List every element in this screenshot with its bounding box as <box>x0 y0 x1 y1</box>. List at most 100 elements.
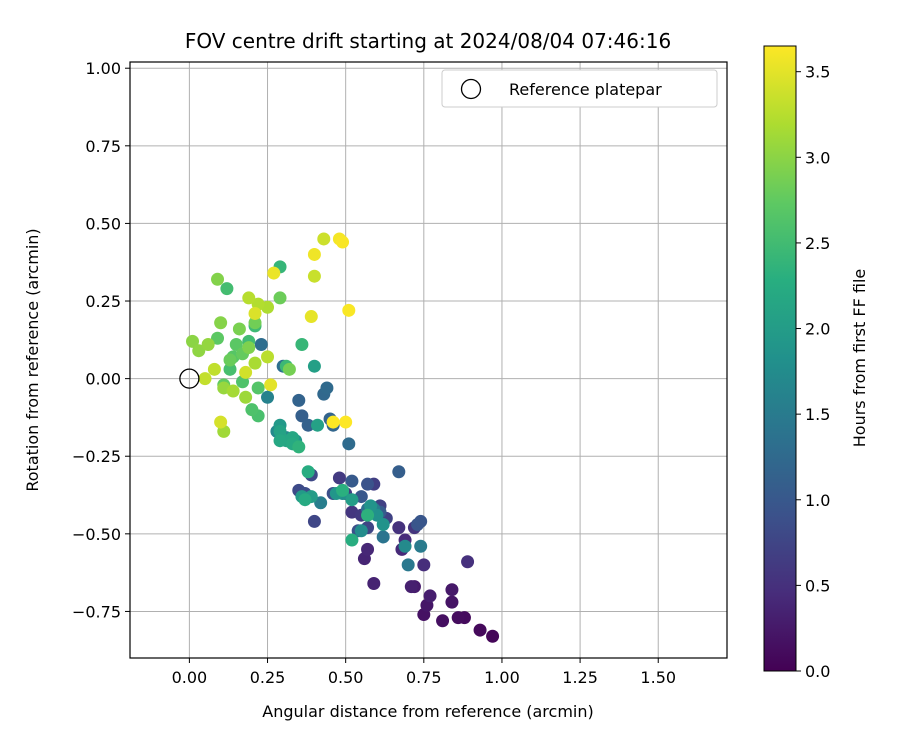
legend-marker-icon <box>460 78 482 100</box>
data-point <box>336 483 350 497</box>
data-point <box>295 409 309 423</box>
data-point <box>186 334 200 348</box>
data-point <box>223 362 237 376</box>
data-point <box>317 232 331 246</box>
data-point <box>486 629 500 643</box>
x-tick-label: 0.50 <box>328 668 364 687</box>
colorbar-tick-label: 2.5 <box>805 234 830 253</box>
data-point <box>445 583 459 597</box>
data-point <box>301 418 315 432</box>
data-point <box>229 337 243 351</box>
data-point <box>267 266 281 280</box>
y-axis-title: Rotation from reference (arcmin) <box>23 228 42 491</box>
y-tick-label: 0.00 <box>85 370 121 389</box>
data-point <box>295 337 309 351</box>
data-point <box>370 508 384 522</box>
data-point <box>336 235 350 249</box>
x-tick-label: 0.00 <box>172 668 208 687</box>
data-point <box>198 372 212 386</box>
data-point <box>401 558 415 572</box>
reference-marker-group <box>179 368 200 389</box>
data-point <box>376 530 390 544</box>
data-point <box>423 589 437 603</box>
data-point <box>461 555 475 569</box>
data-points <box>186 232 500 643</box>
data-point <box>398 539 412 553</box>
x-tick-label: 1.50 <box>640 668 676 687</box>
data-point <box>201 337 215 351</box>
chart-title: FOV centre drift starting at 2024/08/04 … <box>185 29 671 53</box>
colorbar-tick-label: 1.5 <box>805 405 830 424</box>
data-point <box>239 390 253 404</box>
data-point <box>376 518 390 532</box>
data-point <box>345 533 359 547</box>
colorbar-tick-label: 1.0 <box>805 491 830 510</box>
data-point <box>220 282 234 296</box>
data-point <box>414 539 428 553</box>
data-point <box>436 614 450 628</box>
data-point <box>307 359 321 373</box>
plot-frame <box>129 61 728 659</box>
x-tick-label: 1.00 <box>484 668 520 687</box>
data-point <box>298 493 312 507</box>
data-point <box>345 474 359 488</box>
y-tick-label: −0.50 <box>72 525 121 544</box>
data-point <box>261 390 275 404</box>
data-point <box>342 437 356 451</box>
data-point <box>345 493 359 507</box>
data-point <box>211 272 225 286</box>
y-tick-label: −0.25 <box>72 447 121 466</box>
data-point <box>248 306 262 320</box>
data-point <box>361 508 375 522</box>
colorbar-tick-label: 0.5 <box>805 576 830 595</box>
data-point <box>248 356 262 370</box>
x-tick-label: 1.25 <box>562 668 598 687</box>
y-tick-label: 1.00 <box>85 59 121 78</box>
data-point <box>392 521 406 535</box>
data-point <box>273 291 287 305</box>
data-point <box>326 415 340 429</box>
data-point <box>261 350 275 364</box>
data-point <box>239 365 253 379</box>
data-point <box>304 310 318 324</box>
data-point <box>211 331 225 345</box>
data-point <box>214 415 228 429</box>
x-tick-label: 0.25 <box>250 668 286 687</box>
y-tick-label: 0.25 <box>85 292 121 311</box>
data-point <box>264 378 278 392</box>
data-point <box>242 291 256 305</box>
data-point <box>207 362 221 376</box>
data-point <box>248 316 262 330</box>
data-point <box>342 303 356 317</box>
colorbar-tick-label: 3.0 <box>805 148 830 167</box>
data-point <box>301 465 315 479</box>
data-point <box>273 434 287 448</box>
data-point <box>451 611 465 625</box>
reference-marker <box>179 368 200 389</box>
colorbar-label: Hours from first FF file <box>850 269 869 448</box>
data-point <box>223 353 237 367</box>
data-point <box>311 418 325 432</box>
data-point <box>339 415 353 429</box>
data-point <box>245 403 259 417</box>
legend-box <box>441 69 718 108</box>
colorbar-tick-label: 0.0 <box>805 662 830 681</box>
data-point <box>445 595 459 609</box>
data-point <box>417 558 431 572</box>
data-point <box>473 623 487 637</box>
grid-lines <box>130 62 727 658</box>
colorbar-ticks: 0.0 0.5 1.0 1.5 2.0 2.5 3.0 3.5 <box>796 63 830 681</box>
data-point <box>314 496 328 510</box>
data-point <box>242 341 256 355</box>
legend: Reference platepar <box>441 69 718 108</box>
data-point <box>361 477 375 491</box>
y-tick-label: 0.50 <box>85 214 121 233</box>
data-point <box>354 524 368 538</box>
data-point <box>361 542 375 556</box>
colorbar-gradient <box>763 45 797 672</box>
y-tick-label: 0.75 <box>85 137 121 156</box>
x-axis-title: Angular distance from reference (arcmin) <box>262 702 593 721</box>
y-tick-label: −0.75 <box>72 602 121 621</box>
data-point <box>307 269 321 283</box>
